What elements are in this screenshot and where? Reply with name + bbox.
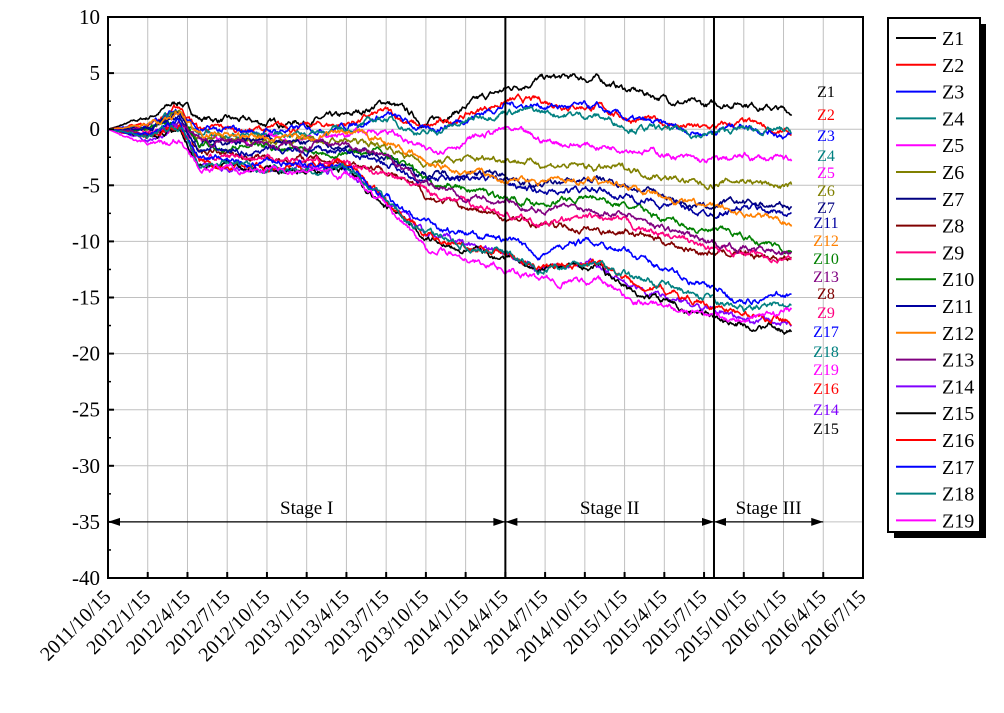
arrow-right-icon bbox=[811, 517, 824, 526]
end-label-z7: Z7 bbox=[817, 200, 835, 217]
series-line-z10 bbox=[108, 117, 793, 255]
series-line-z15 bbox=[107, 127, 793, 335]
series-line-z17 bbox=[107, 118, 792, 306]
series-line-z13 bbox=[107, 120, 793, 256]
series-line-z8 bbox=[107, 125, 792, 262]
arrow-right-icon bbox=[701, 517, 714, 526]
series-line-z12 bbox=[107, 111, 793, 227]
legend-label-z5: Z5 bbox=[942, 135, 964, 157]
legend-label-z7: Z7 bbox=[942, 189, 964, 211]
end-label-z14: Z14 bbox=[813, 402, 839, 419]
end-label-z2: Z2 bbox=[817, 107, 835, 124]
legend-label-z6: Z6 bbox=[942, 162, 964, 184]
end-label-z11: Z11 bbox=[813, 215, 838, 232]
y-tick-label: -30 bbox=[72, 454, 100, 478]
end-label-z9: Z9 bbox=[817, 305, 835, 322]
legend-label-z9: Z9 bbox=[942, 242, 964, 264]
end-label-z13: Z13 bbox=[813, 269, 839, 286]
series-line-z19 bbox=[107, 128, 793, 323]
y-tick-label: -15 bbox=[72, 286, 100, 310]
end-label-z19: Z19 bbox=[813, 362, 839, 379]
legend-label-z16: Z16 bbox=[942, 430, 974, 452]
legend-label-z13: Z13 bbox=[942, 350, 974, 372]
end-label-z1: Z1 bbox=[817, 84, 835, 101]
end-label-z12: Z12 bbox=[813, 233, 839, 250]
legend-label-z2: Z2 bbox=[942, 55, 964, 77]
end-label-z15: Z15 bbox=[813, 421, 839, 438]
legend-label-z12: Z12 bbox=[942, 323, 974, 345]
y-tick-label: 10 bbox=[79, 5, 100, 29]
y-tick-label: -40 bbox=[72, 566, 100, 590]
series-line-z2 bbox=[107, 93, 792, 137]
arrow-right-icon bbox=[493, 517, 506, 526]
legend-box bbox=[887, 17, 981, 533]
end-label-z4: Z4 bbox=[817, 148, 835, 165]
y-tick-label: -25 bbox=[72, 398, 100, 422]
series-line-z18 bbox=[107, 124, 792, 313]
series-line-z14 bbox=[107, 123, 793, 327]
legend-label-z18: Z18 bbox=[942, 484, 974, 506]
end-label-z8: Z8 bbox=[817, 286, 835, 303]
legend-label-z10: Z10 bbox=[942, 269, 974, 291]
legend-label-z3: Z3 bbox=[942, 82, 964, 104]
legend-label-z17: Z17 bbox=[942, 457, 974, 479]
series-line-z11 bbox=[108, 114, 792, 219]
arrow-left-icon bbox=[713, 517, 726, 526]
y-tick-label: -20 bbox=[72, 342, 100, 366]
legend-label-z15: Z15 bbox=[942, 403, 974, 425]
end-label-z16: Z16 bbox=[813, 381, 839, 398]
y-tick-label: 0 bbox=[90, 117, 101, 141]
y-tick-label: -35 bbox=[72, 510, 100, 534]
y-tick-label: -10 bbox=[72, 229, 100, 253]
y-tick-label: -5 bbox=[83, 173, 101, 197]
series-line-z9 bbox=[107, 124, 792, 264]
series-line-z1 bbox=[107, 73, 793, 130]
legend-label-z8: Z8 bbox=[942, 216, 964, 238]
stage-label: Stage I bbox=[280, 498, 333, 519]
end-label-z6: Z6 bbox=[817, 183, 835, 200]
legend-label-z1: Z1 bbox=[942, 28, 964, 50]
end-label-z17: Z17 bbox=[813, 324, 839, 341]
end-label-z18: Z18 bbox=[813, 344, 839, 361]
y-tick-label: 5 bbox=[90, 61, 101, 85]
legend-label-z11: Z11 bbox=[942, 296, 973, 318]
legend-label-z4: Z4 bbox=[942, 108, 964, 130]
stage-label: Stage III bbox=[736, 498, 802, 519]
end-label-z5: Z5 bbox=[817, 165, 835, 182]
end-label-z3: Z3 bbox=[817, 128, 835, 145]
stage-label: Stage II bbox=[580, 498, 640, 519]
legend-label-z19: Z19 bbox=[942, 510, 974, 532]
legend-label-z14: Z14 bbox=[942, 376, 974, 398]
series-group bbox=[107, 73, 793, 335]
end-label-z10: Z10 bbox=[813, 251, 839, 268]
arrow-left-icon bbox=[505, 517, 518, 526]
